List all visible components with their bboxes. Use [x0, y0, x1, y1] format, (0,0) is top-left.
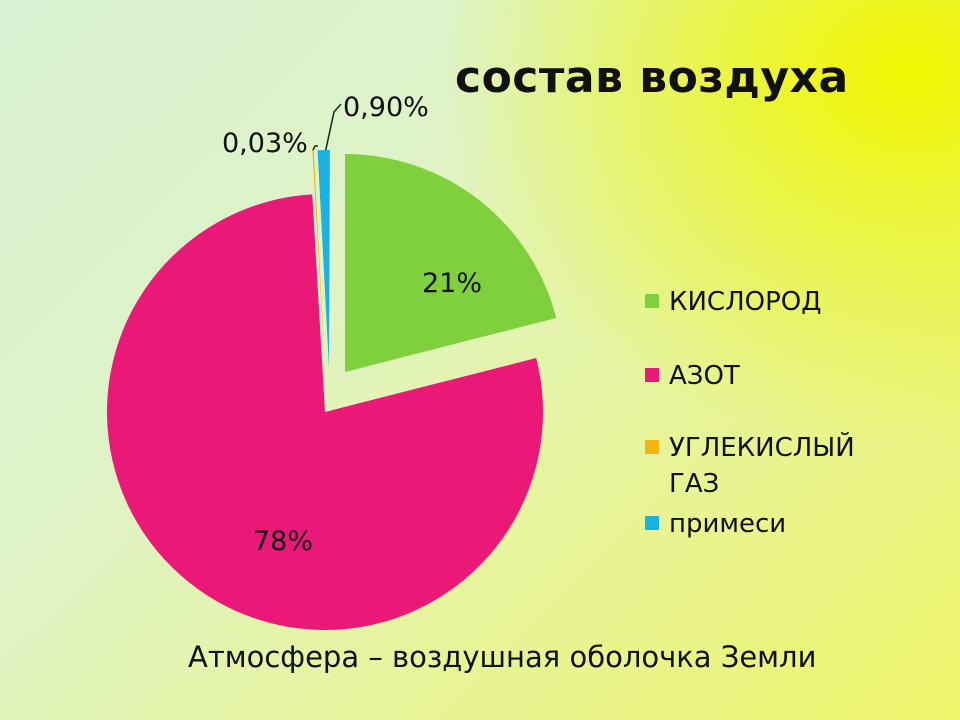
legend-swatch-carbon-dioxide: [645, 440, 659, 454]
chart-caption: Атмосфера – воздушная оболочка Земли: [188, 640, 817, 674]
pie-slice-impurities: [317, 149, 330, 368]
legend-item-nitrogen: АЗОТ: [645, 358, 879, 394]
data-label-impurities: 0,90%: [343, 92, 429, 123]
legend-label-oxygen: КИСЛОРОД: [669, 287, 822, 317]
data-label-carbon-dioxide: 0,03%: [222, 128, 308, 159]
leader-line-carbon-dioxide: [312, 145, 318, 151]
legend-label-carbon-dioxide: УГЛЕКИСЛЫЙ ГАЗ: [669, 433, 855, 499]
leader-line-impurities: [325, 103, 342, 151]
legend-swatch-impurities: [645, 516, 659, 530]
legend-label-nitrogen: АЗОТ: [669, 361, 740, 391]
legend-swatch-nitrogen: [645, 368, 659, 382]
data-label-nitrogen: 78%: [253, 526, 313, 557]
legend-label-impurities: примеси: [669, 509, 787, 539]
pie-slice-nitrogen: [107, 194, 543, 630]
pie-slice-carbon-dioxide: [312, 148, 325, 366]
legend-item-oxygen: КИСЛОРОД: [645, 284, 879, 320]
pie-slice-oxygen: [345, 154, 557, 372]
legend-item-impurities: примеси: [645, 506, 879, 542]
data-label-oxygen: 21%: [422, 268, 482, 299]
legend-swatch-oxygen: [645, 294, 659, 308]
legend-item-carbon-dioxide: УГЛЕКИСЛЫЙ ГАЗ: [645, 430, 879, 502]
chart-title: состав воздуха: [455, 52, 849, 103]
